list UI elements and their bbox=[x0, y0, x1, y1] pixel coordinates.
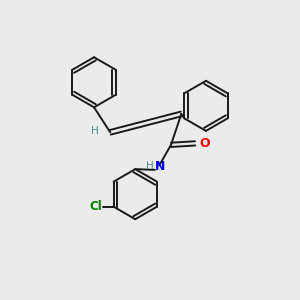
Text: Cl: Cl bbox=[90, 200, 102, 213]
Text: O: O bbox=[199, 137, 210, 150]
Text: H: H bbox=[91, 126, 99, 136]
Text: H: H bbox=[146, 161, 153, 171]
Text: N: N bbox=[155, 160, 165, 173]
